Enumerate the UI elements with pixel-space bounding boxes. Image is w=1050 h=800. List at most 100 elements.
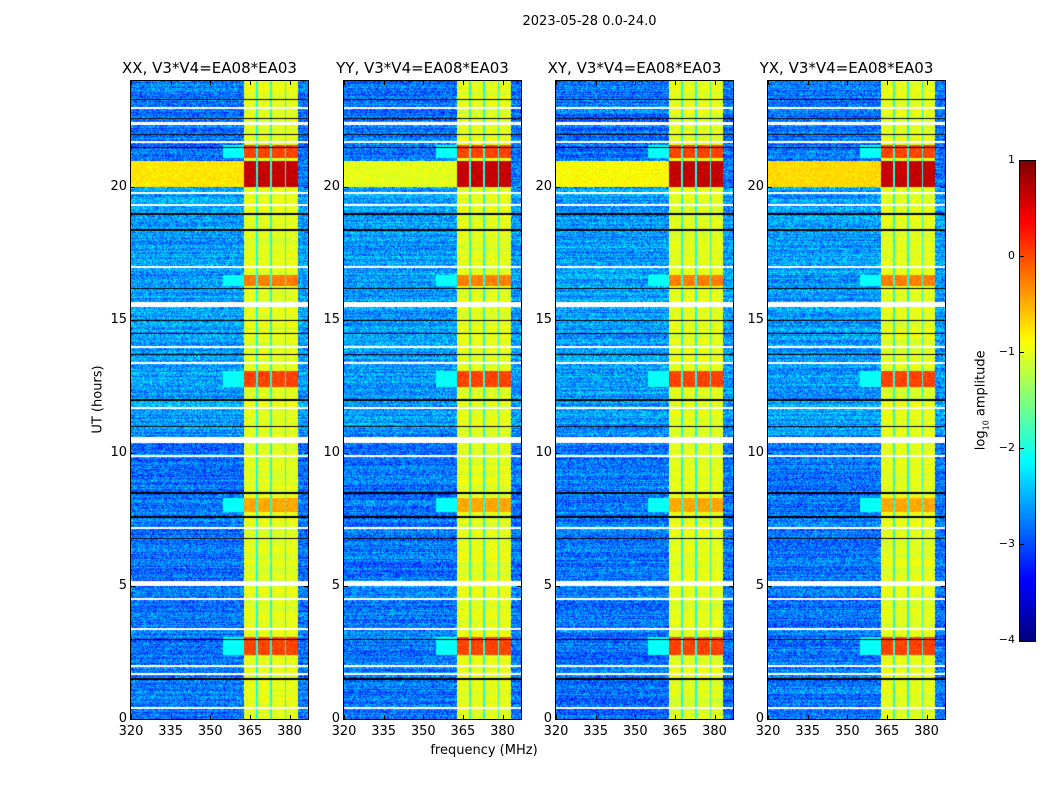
x-tick-mark — [714, 715, 716, 719]
heatmap-panel — [767, 80, 946, 720]
colorbar-tick-mark — [1020, 544, 1024, 545]
x-tick-mark — [423, 715, 425, 719]
heatmap-panel — [130, 80, 309, 720]
x-tick-mark — [847, 81, 849, 85]
y-tick-mark — [304, 320, 308, 322]
x-tick-mark — [556, 81, 557, 85]
x-tick-mark — [210, 715, 212, 719]
x-tick-mark — [926, 81, 928, 85]
x-tick-label: 350 — [622, 724, 648, 739]
y-tick-mark — [941, 453, 945, 455]
y-tick-label: 15 — [535, 312, 552, 328]
colorbar-tick-label: −3 — [998, 537, 1015, 550]
colorbar-tick-mark — [1020, 352, 1024, 353]
x-tick-label: 380 — [490, 724, 515, 739]
heatmap-canvas — [131, 81, 308, 719]
y-tick-label: 20 — [110, 179, 127, 195]
colorbar-tick-mark — [1020, 640, 1024, 641]
x-tick-label: 350 — [834, 724, 860, 739]
y-tick-label: 0 — [543, 711, 552, 726]
y-tick-mark — [729, 586, 733, 588]
y-tick-mark — [131, 719, 135, 720]
y-tick-label: 20 — [323, 179, 340, 195]
y-tick-label: 10 — [110, 445, 127, 461]
y-tick-mark — [768, 187, 772, 189]
colorbar-tick-mark — [1020, 448, 1024, 449]
x-tick-label: 335 — [158, 724, 184, 739]
y-tick-mark — [131, 320, 135, 322]
x-tick-mark — [289, 715, 291, 719]
x-tick-label: 365 — [450, 724, 476, 739]
y-tick-mark — [556, 586, 560, 588]
x-tick-label: 335 — [583, 724, 609, 739]
colorbar — [1019, 160, 1036, 642]
y-tick-mark — [304, 719, 308, 720]
y-tick-label: 10 — [747, 445, 764, 461]
y-tick-label: 0 — [118, 711, 127, 726]
colorbar-label-text: amplitude — [973, 350, 989, 421]
colorbar-tick-label: 1 — [1008, 153, 1015, 166]
y-tick-label: 10 — [323, 445, 340, 461]
y-tick-mark — [304, 187, 308, 189]
colorbar-gradient — [1020, 161, 1035, 641]
panel-title: YY, V3*V4=EA08*EA03 — [336, 59, 509, 77]
x-tick-mark — [595, 715, 597, 719]
x-tick-mark — [131, 81, 132, 85]
y-tick-mark — [768, 453, 772, 455]
x-tick-label: 365 — [662, 724, 688, 739]
figure-title: 2023-05-28 0.0-24.0 — [522, 14, 657, 29]
y-tick-mark — [941, 187, 945, 189]
x-tick-mark — [595, 81, 597, 85]
y-tick-mark — [556, 719, 560, 720]
y-tick-mark — [131, 187, 135, 189]
y-tick-label: 5 — [543, 578, 552, 594]
y-tick-mark — [304, 453, 308, 455]
x-tick-mark — [768, 715, 769, 719]
x-tick-mark — [170, 715, 172, 719]
colorbar-tick-label: −4 — [998, 633, 1015, 646]
y-tick-label: 15 — [323, 312, 340, 328]
y-tick-label: 20 — [535, 179, 552, 195]
x-tick-label: 335 — [795, 724, 821, 739]
x-tick-mark — [423, 81, 425, 85]
x-tick-label: 350 — [410, 724, 436, 739]
y-tick-mark — [304, 586, 308, 588]
y-tick-mark — [941, 586, 945, 588]
x-tick-label: 320 — [543, 724, 569, 739]
y-tick-mark — [768, 320, 772, 322]
x-tick-mark — [249, 81, 251, 85]
x-tick-mark — [886, 715, 888, 719]
x-tick-label: 320 — [755, 724, 781, 739]
colorbar-tick-label: −1 — [998, 345, 1015, 358]
y-tick-mark — [344, 719, 348, 720]
x-tick-label: 350 — [197, 724, 223, 739]
x-tick-mark — [170, 81, 172, 85]
x-tick-label: 320 — [331, 724, 357, 739]
x-tick-mark — [886, 81, 888, 85]
y-tick-mark — [556, 320, 560, 322]
y-tick-label: 5 — [755, 578, 764, 594]
x-tick-label: 380 — [277, 724, 302, 739]
x-tick-mark — [674, 81, 676, 85]
y-tick-mark — [556, 187, 560, 189]
x-tick-label: 365 — [874, 724, 900, 739]
x-tick-mark — [210, 81, 212, 85]
y-tick-mark — [344, 320, 348, 322]
y-tick-mark — [768, 586, 772, 588]
y-tick-mark — [517, 719, 521, 720]
x-tick-mark — [383, 715, 385, 719]
y-tick-label: 0 — [331, 711, 340, 726]
x-tick-label: 320 — [118, 724, 144, 739]
colorbar-tick-mark — [1020, 160, 1024, 161]
y-tick-mark — [131, 453, 135, 455]
colorbar-tick-mark — [1020, 256, 1024, 257]
heatmap-canvas — [344, 81, 521, 719]
panel-title: XX, V3*V4=EA08*EA03 — [122, 59, 297, 77]
x-tick-mark — [674, 715, 676, 719]
y-tick-mark — [729, 187, 733, 189]
colorbar-label-sub: 10 — [981, 420, 991, 431]
x-axis-label: frequency (MHz) — [430, 743, 538, 758]
heatmap-panel — [343, 80, 522, 720]
y-tick-label: 15 — [747, 312, 764, 328]
x-tick-mark — [635, 715, 637, 719]
